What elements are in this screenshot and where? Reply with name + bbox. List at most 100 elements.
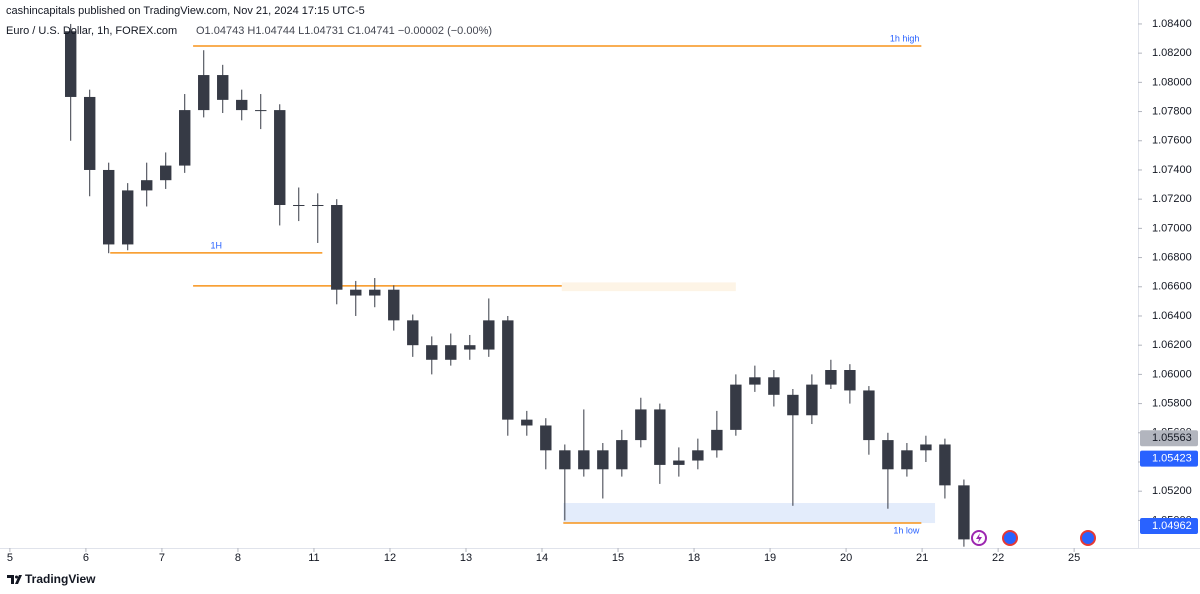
candle-body [293, 205, 305, 207]
y-tick-label: 1.06200 [1152, 339, 1192, 351]
y-tick-label: 1.08000 [1152, 76, 1192, 88]
candle-body [939, 444, 951, 486]
y-tick-label: 1.08200 [1152, 47, 1192, 59]
candle-body [692, 450, 704, 461]
candle-body [521, 419, 533, 426]
publisher-line: cashincapitals published on TradingView.… [6, 5, 365, 17]
y-tick-label: 1.06800 [1152, 251, 1192, 263]
candle-body [236, 99, 248, 111]
x-tick-label: 11 [308, 552, 319, 564]
x-tick-label: 22 [992, 552, 1004, 564]
price-label: 1.05423 [1152, 453, 1192, 465]
event-icon-glyph [976, 533, 982, 543]
price-label: 1.05563 [1152, 432, 1192, 444]
level-label: 1h high [890, 33, 920, 43]
candle-body [749, 377, 761, 385]
candle-body [673, 460, 685, 465]
candle-body [84, 96, 96, 170]
level-label: 1H [211, 240, 223, 250]
x-tick-label: 13 [460, 552, 472, 564]
candle-body [958, 485, 970, 540]
candle-body [578, 450, 590, 470]
candle-body [901, 450, 913, 470]
y-tick-label: 1.05800 [1152, 397, 1192, 409]
candle-body [844, 370, 856, 391]
price-label: 1.04962 [1152, 520, 1192, 532]
candle-body [730, 384, 742, 430]
candle-body [331, 205, 343, 290]
candle-body [160, 165, 172, 181]
y-tick-label: 1.07200 [1152, 193, 1192, 205]
candle-body [616, 440, 628, 470]
candle-body [654, 409, 666, 465]
candle-body [768, 377, 780, 395]
plot-area: 1h high 1H 1h low [64, 23, 970, 547]
candle-body [464, 345, 476, 350]
price-label-box [1140, 430, 1198, 447]
candle-body [179, 110, 191, 166]
ohlc: O1.04743 H1.04744 L1.04731 C1.04741 −0.0… [196, 25, 492, 37]
y-tick-label: 1.07600 [1152, 135, 1192, 147]
x-tick-label: 5 [7, 552, 13, 564]
x-tick-label: 12 [384, 552, 396, 564]
x-tick-label: 14 [536, 552, 548, 564]
brand: TradingView [25, 572, 96, 586]
event-icon[interactable] [1080, 530, 1096, 546]
candle-body [274, 110, 286, 206]
x-tick-label: 19 [764, 552, 776, 564]
candle-body [806, 384, 818, 416]
y-tick-label: 1.05200 [1152, 485, 1192, 497]
candle-body [445, 345, 457, 360]
logo [7, 575, 22, 584]
x-tick-label: 20 [840, 552, 852, 564]
candle-body [64, 31, 77, 97]
event-icon[interactable] [1002, 530, 1018, 546]
candle-body [597, 450, 609, 470]
candle-body [635, 409, 647, 441]
candle-body [350, 289, 362, 296]
candle-body [711, 429, 723, 451]
y-tick-label: 1.06600 [1152, 281, 1192, 293]
candle-body [217, 75, 229, 100]
candle-body [426, 345, 438, 360]
candle-body [920, 444, 932, 451]
candle-body [141, 180, 153, 191]
candle-body [483, 320, 495, 350]
x-tick-label: 25 [1068, 552, 1080, 564]
candle-body [502, 320, 514, 420]
x-tick-label: 21 [916, 552, 928, 564]
candle-body [388, 289, 400, 321]
candle-body [882, 440, 894, 470]
x-tick-label: 15 [612, 552, 624, 564]
price-label-box [1140, 450, 1198, 467]
candle-body [198, 75, 210, 111]
candle-body [540, 425, 552, 451]
candle-body [407, 320, 419, 346]
y-tick-label: 1.06400 [1152, 310, 1192, 322]
level-label: 1h low [893, 525, 920, 535]
x-tick-label: 6 [83, 552, 89, 564]
candle-body [825, 370, 837, 385]
symbol: Euro / U.S. Dollar, 1h, FOREX.com [6, 25, 177, 37]
candle-body [122, 190, 134, 245]
y-tick-label: 1.06000 [1152, 368, 1192, 380]
x-tick-label: 7 [159, 552, 165, 564]
zone [563, 503, 936, 524]
y-tick-label: 1.08400 [1152, 18, 1192, 30]
candle-body [312, 205, 324, 207]
y-tick-label: 1.07400 [1152, 164, 1192, 176]
x-tick-label: 18 [688, 552, 700, 564]
candle-body [369, 289, 381, 296]
logo-dot [15, 575, 18, 579]
y-tick-label: 1.07000 [1152, 222, 1192, 234]
zone [561, 282, 736, 292]
event-markers [971, 530, 1096, 546]
logo-mark [7, 575, 22, 584]
y-tick-label: 1.07800 [1152, 105, 1192, 117]
candle-body [863, 390, 875, 441]
candle-body [787, 394, 799, 416]
candle-body [559, 450, 571, 470]
x-tick-label: 8 [235, 552, 241, 564]
